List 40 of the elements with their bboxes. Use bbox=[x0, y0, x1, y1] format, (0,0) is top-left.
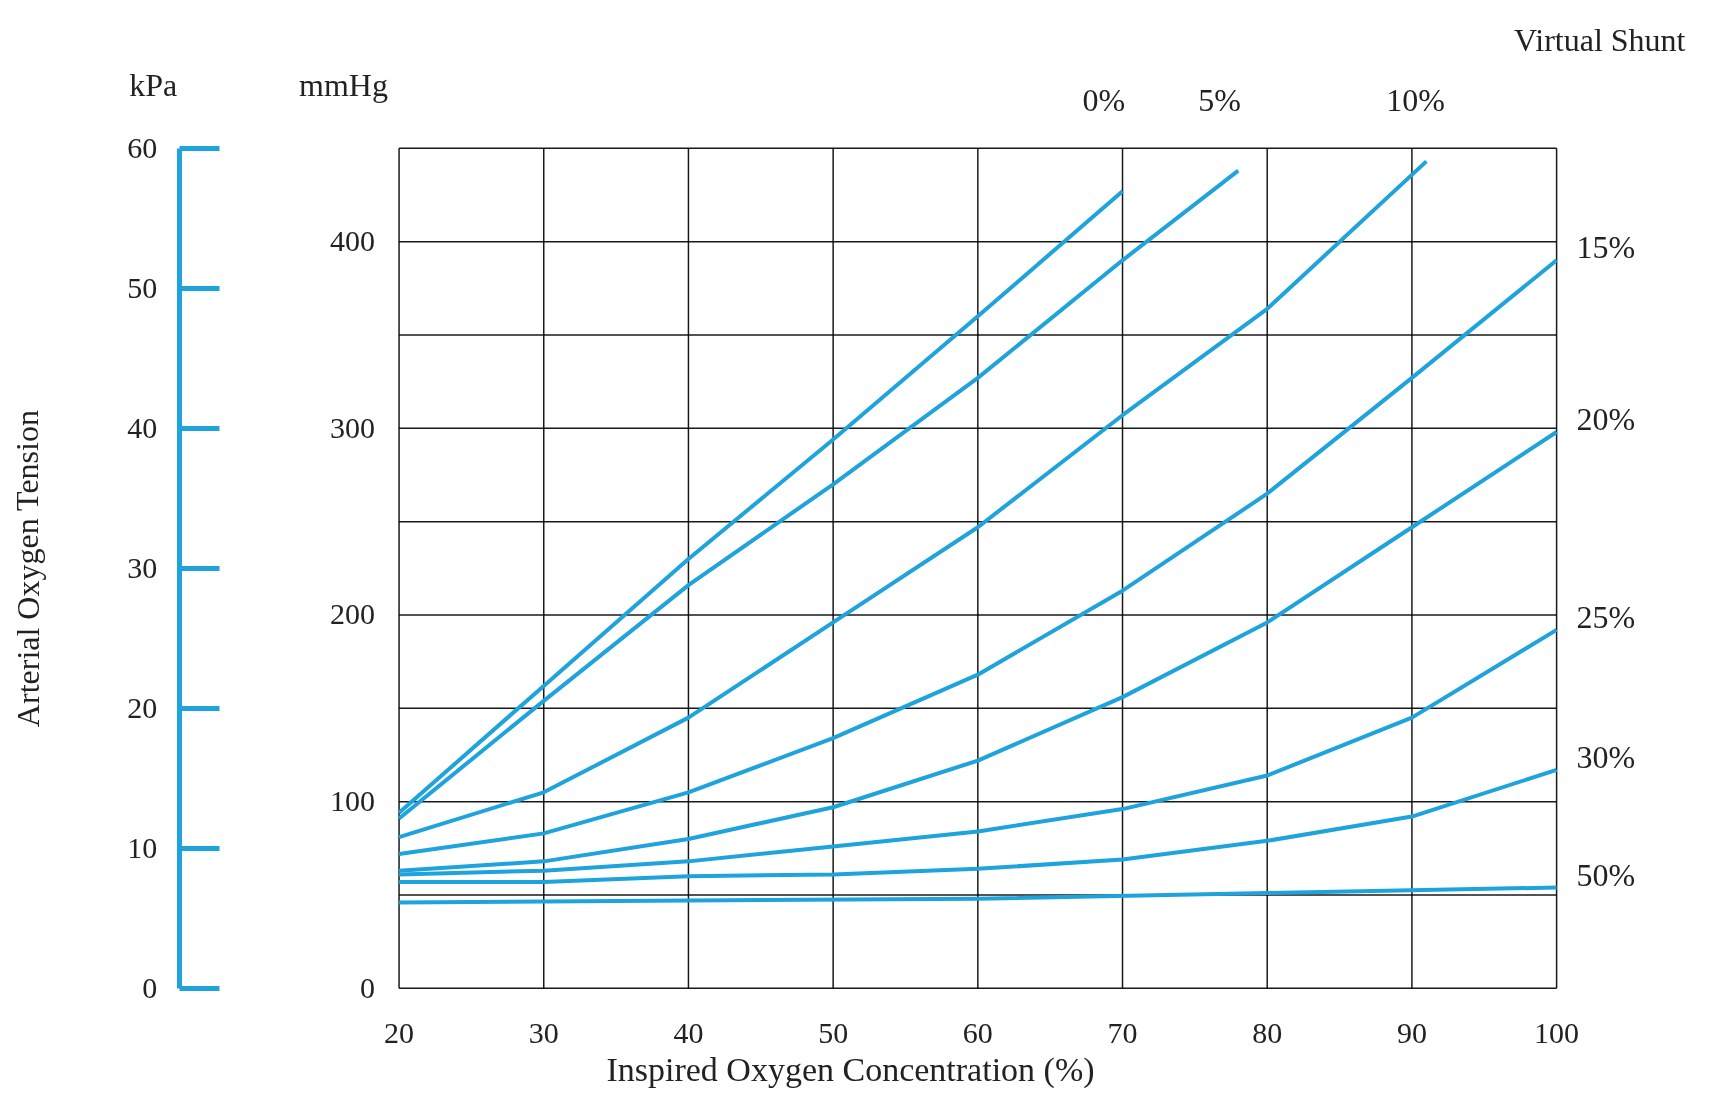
x-tick-label: 80 bbox=[1252, 1015, 1283, 1049]
y-axis-title: mmHg bbox=[299, 67, 388, 104]
x-tick-label: 30 bbox=[528, 1015, 559, 1049]
line-series bbox=[397, 159, 1429, 840]
line-series bbox=[397, 885, 1559, 905]
y2-axis-title: kPa bbox=[129, 67, 178, 104]
y2-tick-label: 10 bbox=[127, 830, 158, 864]
x-tick-label: 40 bbox=[673, 1015, 704, 1049]
x-axis-title: Inspired Oxygen Concentration (%) bbox=[606, 1050, 1095, 1089]
line-series bbox=[397, 168, 1241, 821]
series-label: 50% bbox=[1576, 856, 1636, 893]
series-label: 5% bbox=[1198, 82, 1241, 119]
x-tick-label: 50 bbox=[818, 1015, 849, 1049]
y2-tick-label: 20 bbox=[127, 690, 158, 724]
x-tick-label: 100 bbox=[1534, 1015, 1580, 1049]
y-tick-label: 300 bbox=[330, 410, 376, 444]
y2-tick-label: 0 bbox=[142, 970, 158, 1004]
y-tick-label: 200 bbox=[330, 597, 376, 631]
line-series bbox=[397, 767, 1559, 884]
y2-tick-label: 40 bbox=[127, 410, 158, 444]
x-tick-label: 60 bbox=[962, 1015, 993, 1049]
text: Arterial Oxygen Tension bbox=[9, 410, 46, 728]
series-label: 25% bbox=[1576, 598, 1636, 635]
y2-tick-label: 30 bbox=[127, 550, 158, 584]
legend-title: Virtual Shunt bbox=[1514, 22, 1686, 59]
x-tick-label: 20 bbox=[384, 1015, 415, 1049]
x-tick-label: 70 bbox=[1107, 1015, 1138, 1049]
line-series bbox=[397, 430, 1559, 873]
series-label: 15% bbox=[1576, 229, 1636, 266]
y-tick-label: 400 bbox=[330, 224, 376, 258]
y2-tick-label: 60 bbox=[127, 130, 158, 164]
y-tick-label: 100 bbox=[330, 784, 376, 818]
series-label: 20% bbox=[1576, 401, 1636, 438]
line-series bbox=[397, 258, 1559, 856]
series-label: 30% bbox=[1576, 738, 1636, 775]
x-tick-label: 90 bbox=[1396, 1015, 1427, 1049]
y-tick-label: 0 bbox=[360, 970, 376, 1004]
text: 0% bbox=[1082, 82, 1126, 119]
y2-tick-label: 50 bbox=[127, 270, 158, 304]
series-label: 10% bbox=[1386, 82, 1446, 119]
